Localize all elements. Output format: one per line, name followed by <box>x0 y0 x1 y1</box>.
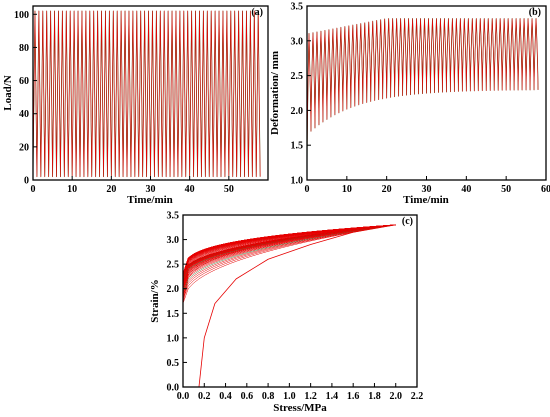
x-tick-label: 0 <box>305 184 310 195</box>
x-tick-label: 0.4 <box>219 391 232 402</box>
y-tick-label: 3.5 <box>167 211 180 222</box>
y-tick-label: 1.0 <box>167 333 180 344</box>
x-tick-label: 0.6 <box>241 391 254 402</box>
x-tick-label: 60 <box>541 184 550 195</box>
y-tick-label: 40 <box>19 109 29 120</box>
x-tick-label: 1.0 <box>283 391 296 402</box>
x-tick-label: 30 <box>146 184 156 195</box>
panel-b-deformation-vs-time: 0 10 20 30 40 50 60 1.0 1.5 2.0 2.5 3.0 3.5 (b) Tim… <box>269 2 550 207</box>
cycle-loading-curve <box>182 224 396 281</box>
cycle-loading-curve <box>182 224 396 304</box>
x-tick-label: 0.2 <box>198 391 211 402</box>
x-tick-label: 40 <box>461 184 471 195</box>
y-tick-label: 0.5 <box>167 358 180 369</box>
y-tick-label: 1.0 <box>291 176 304 187</box>
x-tick-label: 1.8 <box>368 391 381 402</box>
panel-a-load-vs-time: 0 10 20 30 40 50 0 20 40 60 80 100 (a) Time/min Lo… <box>2 5 269 206</box>
deformation-series-line <box>306 18 539 181</box>
y-tick-label: 60 <box>19 76 29 87</box>
y-tick-label: 1.5 <box>291 141 304 152</box>
x-tick-label: 0 <box>31 184 36 195</box>
x-tick-label: 1.2 <box>304 391 317 402</box>
panel-b-label: (b) <box>529 7 541 18</box>
y-tick-label: 0 <box>24 176 29 187</box>
x-tick-label: 0.8 <box>262 391 275 402</box>
cycle-loading-curve <box>182 224 396 275</box>
y-tick-label: 2.5 <box>291 71 304 82</box>
panel-c-strain-vs-stress: 0.0 0.2 0.4 0.6 0.8 1.0 1.2 1.4 1.6 1.8 2.0 2.2 0.0… <box>149 211 423 415</box>
panel-c-label: (c) <box>402 216 413 227</box>
y-tick-label: 3.0 <box>291 36 304 47</box>
x-tick-label: 50 <box>224 184 234 195</box>
panel-b-y-ticks: 1.0 1.5 2.0 2.5 3.0 3.5 <box>291 2 311 187</box>
x-tick-label: 0.0 <box>177 391 190 402</box>
x-tick-label: 40 <box>185 184 195 195</box>
panel-a-x-axis-label: Time/min <box>127 194 173 206</box>
panel-b-plot-area <box>306 18 539 181</box>
x-tick-label: 10 <box>67 184 77 195</box>
y-tick-label: 20 <box>19 142 29 153</box>
panel-a-y-axis-label: Load/N <box>2 75 14 111</box>
cycle-loading-curve <box>182 224 396 278</box>
panel-b-x-axis-label: Time/min <box>403 194 449 206</box>
x-tick-label: 2.2 <box>411 391 424 402</box>
panel-c-x-ticks: 0.0 0.2 0.4 0.6 0.8 1.0 1.2 1.4 1.6 1.8 2.0 2.2 <box>177 383 424 402</box>
panel-a-label: (a) <box>251 7 263 18</box>
panel-c-y-ticks: 0.0 0.5 1.0 1.5 2.0 2.5 3.0 3.5 <box>167 211 187 394</box>
load-series-line <box>32 10 261 177</box>
x-tick-label: 20 <box>382 184 392 195</box>
panel-b-y-axis-label: Deformation/ mm <box>269 51 281 135</box>
cycle-unloading-curve <box>182 224 396 281</box>
panel-a-y-ticks: 0 20 40 60 80 100 <box>14 10 37 187</box>
y-tick-label: 2.0 <box>291 106 304 117</box>
panel-c-frame <box>182 214 418 388</box>
y-tick-label: 3.0 <box>167 235 180 246</box>
cycle-unloading-curve <box>182 224 396 278</box>
panel-c-plot-area <box>182 224 396 388</box>
x-tick-label: 20 <box>106 184 116 195</box>
y-tick-label: 2.5 <box>167 260 180 271</box>
y-tick-label: 80 <box>19 43 29 54</box>
x-tick-label: 2.0 <box>389 391 402 402</box>
y-tick-label: 2.0 <box>167 284 180 295</box>
panel-c-x-axis-label: Stress/MPa <box>273 402 327 414</box>
y-tick-label: 3.5 <box>291 2 304 13</box>
x-tick-label: 1.6 <box>347 391 360 402</box>
x-tick-label: 50 <box>501 184 511 195</box>
y-tick-label: 0.0 <box>167 383 180 394</box>
x-tick-label: 10 <box>342 184 352 195</box>
panel-b-x-ticks: 0 10 20 30 40 50 60 <box>305 176 550 195</box>
first-loading-curve <box>198 224 396 388</box>
y-tick-label: 1.5 <box>167 309 180 320</box>
panel-c-y-axis-label: Strain/% <box>149 279 161 322</box>
cycle-unloading-curve <box>182 224 396 275</box>
panel-a-x-ticks: 0 10 20 30 40 50 <box>31 176 234 195</box>
x-tick-label: 1.4 <box>326 391 339 402</box>
y-tick-label: 100 <box>14 10 29 21</box>
panel-a-plot-area <box>32 10 261 178</box>
x-tick-label: 30 <box>422 184 432 195</box>
